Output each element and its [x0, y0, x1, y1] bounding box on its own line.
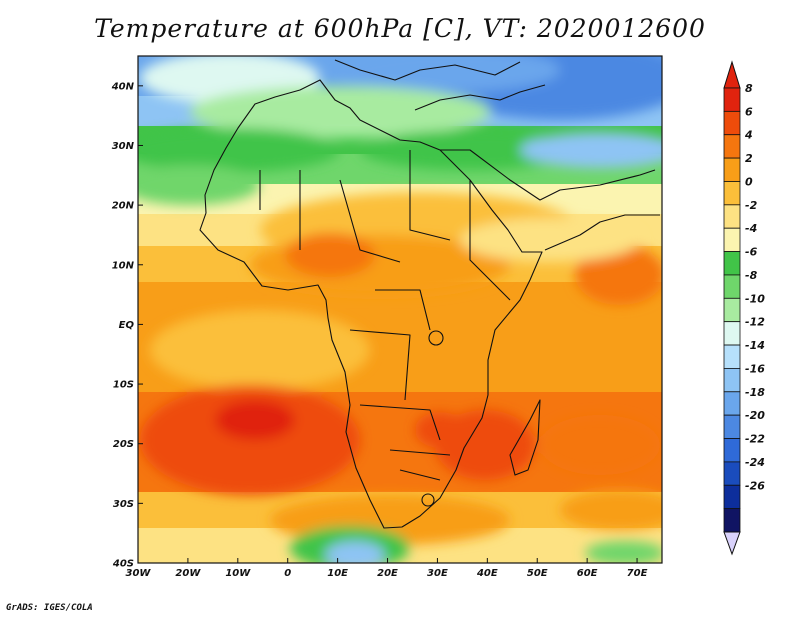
colorbar-swatch	[723, 274, 741, 299]
lat-tick-label: 10N	[112, 260, 135, 271]
coastlines	[199, 59, 660, 529]
lat-tick-label: EQ	[119, 320, 135, 331]
colorbar-swatch	[723, 321, 741, 346]
chart-title: Temperature at 600hPa [C], VT: 202001260…	[94, 14, 706, 43]
lon-tick-label: 0	[284, 568, 291, 579]
colorbar-label: -14	[745, 339, 765, 352]
colorbar-swatch	[723, 87, 741, 112]
colorbar-top-cap	[723, 60, 741, 89]
lon-tick-label: 20E	[377, 568, 398, 579]
lat-tick-label: 30N	[112, 141, 135, 152]
colorbar-label: -6	[745, 246, 758, 259]
colorbar-swatch	[723, 134, 741, 159]
lon-tick-label: 30W	[126, 568, 152, 579]
colorbar-swatch	[723, 414, 741, 439]
lon-tick-label: 40E	[476, 568, 498, 579]
lon-tick-label: 10E	[327, 568, 348, 579]
colorbar-swatch	[723, 461, 741, 486]
lon-tick-label: 30E	[427, 568, 448, 579]
colorbar-swatch	[723, 204, 741, 229]
colorbar-swatch	[723, 181, 741, 206]
colorbar-swatch	[723, 251, 741, 276]
colorbar-swatch	[723, 227, 741, 252]
colorbar-bottom-cap	[723, 531, 741, 556]
colorbar-label: -18	[745, 386, 765, 399]
lat-tick-label: 40S	[112, 559, 134, 570]
colorbar-swatch	[723, 110, 741, 136]
colorbar-label: -26	[745, 479, 765, 492]
colorbar-label: -20	[745, 409, 765, 422]
colorbar-swatch	[723, 484, 741, 510]
colorbar-label: 4	[744, 129, 753, 142]
lon-tick-label: 20W	[175, 568, 201, 579]
colorbar-label: 6	[745, 105, 753, 118]
lat-tick-label: 20S	[113, 439, 134, 450]
colorbar-swatch	[723, 157, 741, 182]
colorbar-label: 0	[745, 175, 753, 188]
lon-tick-label: 50E	[527, 568, 548, 579]
lat-tick-label: 30S	[113, 499, 134, 510]
map-frame	[137, 55, 663, 564]
lon-tick-label: 10W	[225, 568, 251, 579]
colorbar-label: -10	[745, 292, 765, 305]
lon-tick-label: 70E	[627, 568, 648, 579]
latitude-axis: 40N 30N 20N 10N EQ 10S 20S 30S 40S	[111, 81, 143, 570]
longitude-axis: 30W 20W 10W 0 10E 20E 30E 40E 50E 60E 70E	[126, 558, 648, 579]
lat-tick-label: 10S	[113, 380, 134, 391]
colorbar-swatch	[723, 344, 741, 369]
colorbar-label: -4	[745, 222, 757, 235]
colorbar-label: -24	[745, 456, 765, 469]
colorbar-swatch	[723, 391, 741, 416]
colorbar-label: -16	[745, 362, 765, 375]
colorbar-swatch	[723, 368, 741, 393]
lon-tick-label: 60E	[577, 568, 598, 579]
colorbar-swatch	[723, 438, 741, 463]
colorbar-swatch	[723, 297, 741, 323]
colorbar-label: -12	[745, 316, 765, 329]
footer-credit: GrADS: IGES/COLA	[6, 603, 93, 613]
colorbar-label: 8	[745, 82, 753, 95]
colorbar-label: 2	[745, 152, 753, 165]
lat-tick-label: 40N	[111, 81, 135, 92]
lat-tick-label: 20N	[112, 201, 135, 212]
colorbar-label: -8	[745, 269, 758, 282]
temperature-field	[138, 56, 662, 563]
colorbar-swatch	[723, 508, 741, 533]
colorbar-label: -2	[745, 199, 758, 212]
colorbar: 8 6 4 2 0 -2 -4 -6 -8 -10 -12 -14 -16 -18 -20 -22 -24 -26	[723, 60, 765, 556]
colorbar-label: -22	[745, 433, 765, 446]
